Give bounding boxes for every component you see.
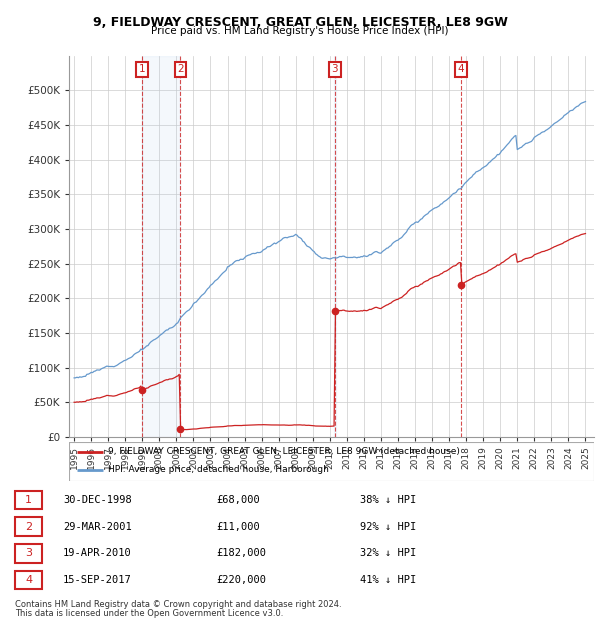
Text: 19-APR-2010: 19-APR-2010 <box>63 548 132 559</box>
Text: 1: 1 <box>25 495 32 505</box>
Text: 15-SEP-2017: 15-SEP-2017 <box>63 575 132 585</box>
Text: £220,000: £220,000 <box>216 575 266 585</box>
Text: Contains HM Land Registry data © Crown copyright and database right 2024.: Contains HM Land Registry data © Crown c… <box>15 600 341 609</box>
Text: 41% ↓ HPI: 41% ↓ HPI <box>360 575 416 585</box>
Text: 9, FIELDWAY CRESCENT, GREAT GLEN, LEICESTER, LE8 9GW: 9, FIELDWAY CRESCENT, GREAT GLEN, LEICES… <box>92 16 508 29</box>
Text: 30-DEC-1998: 30-DEC-1998 <box>63 495 132 505</box>
Bar <box>334 56 336 437</box>
Text: 9, FIELDWAY CRESCENT, GREAT GLEN, LEICESTER, LE8 9GW (detached house): 9, FIELDWAY CRESCENT, GREAT GLEN, LEICES… <box>109 447 460 456</box>
Text: 2: 2 <box>25 521 32 532</box>
Text: HPI: Average price, detached house, Harborough: HPI: Average price, detached house, Harb… <box>109 465 329 474</box>
Text: This data is licensed under the Open Government Licence v3.0.: This data is licensed under the Open Gov… <box>15 609 283 619</box>
Text: Price paid vs. HM Land Registry's House Price Index (HPI): Price paid vs. HM Land Registry's House … <box>151 26 449 36</box>
Text: £11,000: £11,000 <box>216 521 260 532</box>
Text: 3: 3 <box>25 548 32 559</box>
Bar <box>142 56 181 437</box>
Text: 38% ↓ HPI: 38% ↓ HPI <box>360 495 416 505</box>
Text: 32% ↓ HPI: 32% ↓ HPI <box>360 548 416 559</box>
Text: £68,000: £68,000 <box>216 495 260 505</box>
Text: £182,000: £182,000 <box>216 548 266 559</box>
Text: 29-MAR-2001: 29-MAR-2001 <box>63 521 132 532</box>
Text: 1: 1 <box>139 64 145 74</box>
Text: 4: 4 <box>25 575 32 585</box>
Text: 3: 3 <box>332 64 338 74</box>
Text: 4: 4 <box>458 64 464 74</box>
Text: 2: 2 <box>177 64 184 74</box>
Text: 92% ↓ HPI: 92% ↓ HPI <box>360 521 416 532</box>
